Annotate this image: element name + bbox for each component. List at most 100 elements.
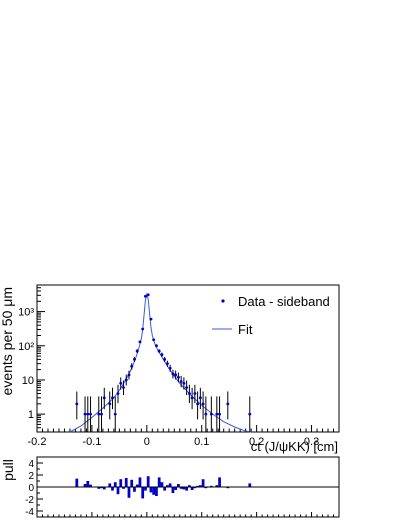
x-tick-label: 0.3 [304, 436, 319, 448]
data-point-marker [193, 392, 197, 395]
pull-bar [168, 483, 172, 487]
data-point-marker [201, 402, 205, 406]
pull-bar [204, 487, 208, 489]
data-point-marker [198, 396, 202, 400]
main-panel: -0.2 -0.1 0 0.1 0.2 0.3 1 10 10² 10³ ct (J/ψKK) … [0, 284, 340, 454]
data-point [179, 375, 183, 388]
pull-y-tick-label: 2 [28, 471, 34, 482]
pull-bar [130, 479, 134, 487]
fit-line [69, 292, 252, 433]
pull-bar [171, 487, 175, 493]
pull-bar [226, 487, 230, 489]
data-point-marker [146, 293, 150, 297]
data-point [185, 380, 189, 396]
data-point-marker [157, 349, 161, 353]
pull-bar [209, 485, 213, 487]
pull-bar [75, 478, 79, 487]
data-point [166, 360, 169, 367]
pull-bar [152, 487, 156, 495]
pull-bar [108, 483, 112, 487]
main-y-tick-labels: 1 10 10² 10³ [18, 307, 34, 422]
data-point [198, 387, 202, 410]
data-point [187, 384, 191, 404]
pull-y-tick-label: -4 [25, 507, 34, 518]
data-point-marker [102, 396, 106, 400]
data-point [193, 384, 197, 404]
data-point-marker [100, 412, 103, 416]
data-point [157, 349, 161, 353]
pull-x-ticks [36, 512, 340, 517]
data-point-marker [97, 412, 101, 416]
pull-bar [116, 487, 120, 495]
pull-bar [218, 477, 221, 487]
data-point [144, 294, 147, 298]
data-point-marker [75, 402, 79, 406]
data-point-marker [122, 386, 125, 389]
legend-data-label: Data - sideband [238, 294, 330, 309]
data-point-marker [204, 412, 208, 416]
data-point [155, 344, 158, 348]
pull-bar [100, 487, 103, 489]
pull-bar [138, 477, 142, 487]
y-axis-label: events per 50 μm [0, 287, 15, 395]
data-point-marker [86, 412, 90, 416]
data-point [89, 396, 92, 432]
data-point [127, 370, 131, 380]
y-tick-label: 10² [18, 341, 34, 353]
x-tick-label: 0.1 [194, 436, 209, 448]
data-point-marker [176, 375, 180, 379]
pull-bar [144, 487, 147, 491]
data-point-marker [182, 381, 186, 385]
pull-bar [113, 482, 117, 487]
data-point-marker [152, 338, 156, 342]
data-point [113, 396, 117, 432]
data-point [152, 338, 156, 342]
pull-bar [83, 484, 87, 487]
data-point-marker [149, 317, 153, 321]
main-y-ticks [37, 284, 45, 433]
data-point [149, 317, 153, 321]
data-point [146, 293, 150, 297]
data-point [86, 396, 90, 432]
data-point-marker [166, 362, 169, 366]
data-point-marker [179, 380, 183, 383]
x-tick-label: 0.2 [249, 436, 264, 448]
data-point [201, 391, 205, 420]
data-point [182, 377, 186, 390]
data-point [100, 396, 103, 432]
pull-y-tick-label: 4 [28, 459, 34, 470]
pull-y-ticks [37, 462, 43, 512]
pull-bar [185, 487, 188, 491]
data-point [226, 391, 230, 420]
data-point-marker [215, 412, 219, 416]
pull-bar [86, 481, 90, 487]
y-tick-label: 10 [22, 375, 34, 387]
pull-bar [97, 487, 101, 489]
data-point-marker [113, 412, 117, 416]
pull-bar [157, 477, 161, 487]
pull-bar [124, 478, 128, 487]
pull-bar [174, 487, 178, 490]
data-point [174, 370, 178, 380]
data-point-marker [185, 386, 189, 389]
data-point [75, 391, 79, 420]
data-point [160, 352, 164, 357]
data-point [124, 374, 128, 386]
pull-bar [188, 485, 191, 487]
data-point-marker [248, 412, 252, 416]
data-point [215, 396, 219, 432]
data-point-marker [218, 412, 221, 416]
data-point [111, 387, 114, 410]
data-point [116, 384, 120, 404]
data-point-marker [187, 392, 191, 395]
pull-bar [163, 487, 167, 491]
pull-bar [141, 487, 145, 499]
data-point [204, 396, 208, 432]
data-point [122, 380, 125, 396]
pull-bar [155, 487, 158, 496]
pull-y-tick-label: -2 [25, 495, 34, 506]
data-point [135, 349, 139, 353]
